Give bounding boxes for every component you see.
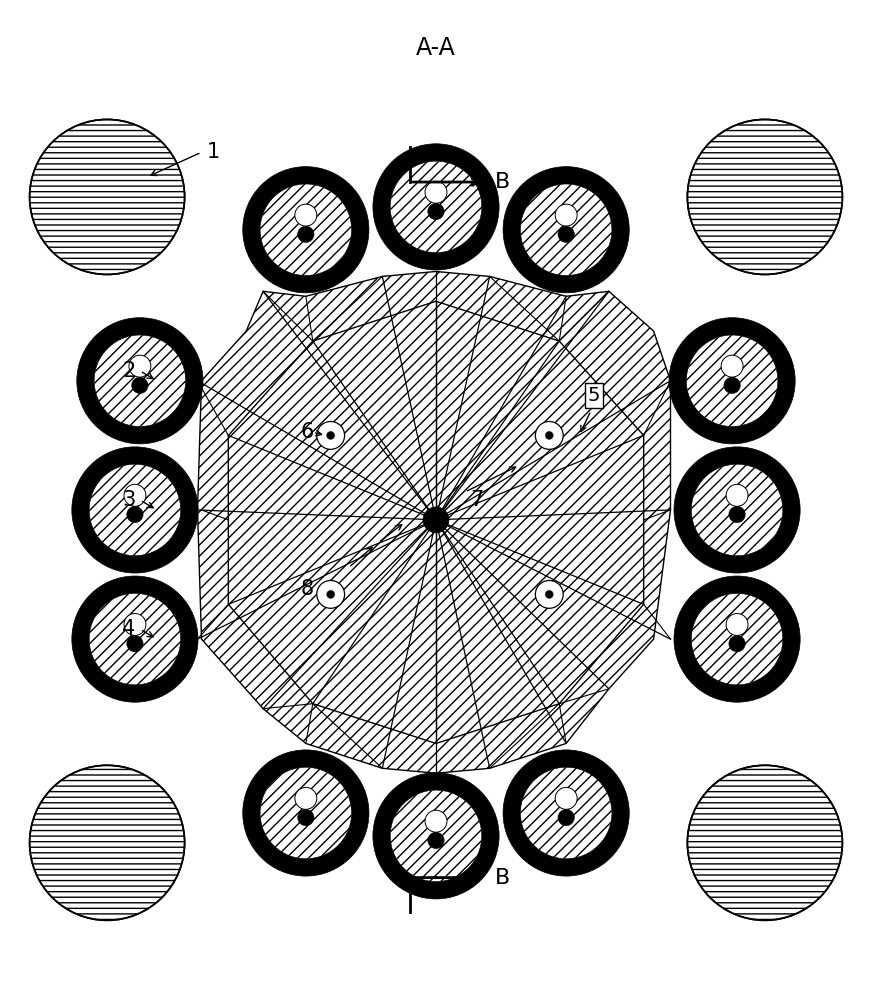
Circle shape bbox=[126, 635, 143, 652]
Circle shape bbox=[373, 773, 499, 899]
Circle shape bbox=[545, 590, 553, 598]
Text: 5: 5 bbox=[588, 386, 600, 405]
Circle shape bbox=[391, 790, 481, 882]
Text: 8: 8 bbox=[301, 579, 314, 599]
Circle shape bbox=[686, 335, 778, 426]
Circle shape bbox=[124, 484, 146, 506]
Circle shape bbox=[674, 576, 800, 702]
Circle shape bbox=[89, 593, 181, 685]
Circle shape bbox=[391, 161, 481, 253]
Circle shape bbox=[729, 506, 746, 523]
Circle shape bbox=[428, 832, 444, 849]
Circle shape bbox=[721, 355, 743, 377]
Circle shape bbox=[669, 318, 795, 444]
Circle shape bbox=[72, 447, 198, 573]
Text: B: B bbox=[494, 172, 510, 192]
Circle shape bbox=[295, 787, 317, 809]
Circle shape bbox=[327, 590, 335, 598]
Circle shape bbox=[126, 506, 143, 523]
Circle shape bbox=[72, 576, 198, 702]
Circle shape bbox=[242, 167, 369, 293]
Circle shape bbox=[132, 377, 148, 394]
Circle shape bbox=[535, 580, 563, 608]
Text: 6: 6 bbox=[301, 422, 314, 442]
Text: 3: 3 bbox=[122, 490, 135, 510]
Circle shape bbox=[691, 464, 783, 556]
Circle shape bbox=[297, 226, 314, 243]
Circle shape bbox=[687, 119, 842, 274]
Circle shape bbox=[242, 750, 369, 876]
Circle shape bbox=[260, 767, 351, 859]
Circle shape bbox=[89, 593, 181, 685]
Circle shape bbox=[558, 809, 575, 826]
Text: 4: 4 bbox=[122, 619, 135, 639]
Circle shape bbox=[373, 144, 499, 270]
Circle shape bbox=[391, 790, 481, 882]
Circle shape bbox=[521, 767, 612, 859]
Circle shape bbox=[521, 184, 612, 275]
Circle shape bbox=[503, 167, 630, 293]
Circle shape bbox=[77, 318, 203, 444]
Circle shape bbox=[124, 614, 146, 635]
Text: B: B bbox=[494, 868, 510, 888]
Circle shape bbox=[535, 422, 563, 449]
Circle shape bbox=[94, 335, 186, 426]
Circle shape bbox=[260, 767, 351, 859]
Circle shape bbox=[691, 464, 783, 556]
Circle shape bbox=[30, 765, 185, 920]
Circle shape bbox=[327, 431, 335, 439]
Circle shape bbox=[521, 767, 612, 859]
Circle shape bbox=[391, 161, 481, 253]
Circle shape bbox=[297, 809, 314, 826]
Circle shape bbox=[558, 226, 575, 243]
Circle shape bbox=[89, 464, 181, 556]
Circle shape bbox=[317, 422, 344, 449]
Circle shape bbox=[726, 484, 748, 506]
Circle shape bbox=[521, 184, 612, 275]
Circle shape bbox=[295, 204, 317, 226]
Circle shape bbox=[729, 635, 746, 652]
Circle shape bbox=[503, 750, 630, 876]
Circle shape bbox=[545, 431, 553, 439]
Circle shape bbox=[94, 335, 186, 426]
Circle shape bbox=[686, 335, 778, 426]
Circle shape bbox=[555, 787, 577, 809]
Text: A-A: A-A bbox=[416, 36, 456, 60]
Polygon shape bbox=[198, 271, 671, 773]
Circle shape bbox=[428, 203, 444, 220]
Circle shape bbox=[687, 765, 842, 920]
Circle shape bbox=[425, 181, 447, 203]
Circle shape bbox=[317, 580, 344, 608]
Text: 2: 2 bbox=[122, 361, 135, 381]
Circle shape bbox=[423, 507, 449, 533]
Circle shape bbox=[89, 464, 181, 556]
Circle shape bbox=[260, 184, 351, 275]
Circle shape bbox=[260, 184, 351, 275]
Circle shape bbox=[129, 355, 151, 377]
Circle shape bbox=[691, 593, 783, 685]
Text: 1: 1 bbox=[207, 142, 220, 162]
Text: 7: 7 bbox=[470, 490, 483, 510]
Circle shape bbox=[555, 204, 577, 226]
Circle shape bbox=[425, 810, 447, 832]
Circle shape bbox=[30, 119, 185, 274]
Circle shape bbox=[726, 614, 748, 635]
Circle shape bbox=[691, 593, 783, 685]
Circle shape bbox=[724, 377, 740, 394]
Circle shape bbox=[674, 447, 800, 573]
